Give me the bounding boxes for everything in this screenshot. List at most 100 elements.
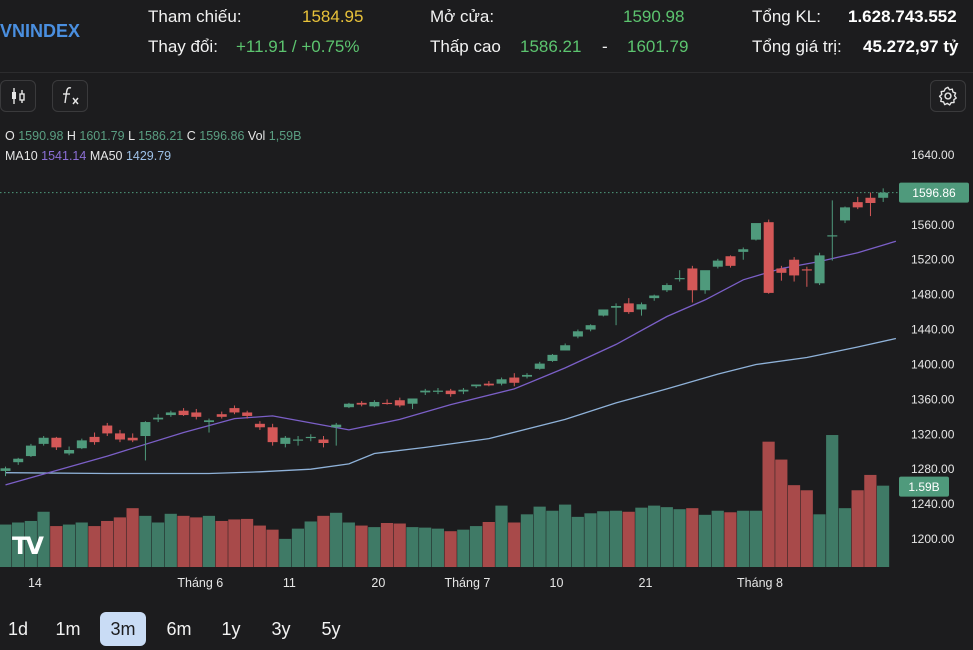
candle-body [305,436,316,439]
volume-bar [876,485,890,567]
candle-body [293,439,304,441]
candle [547,353,558,362]
total-value-value: 45.272,97 tỷ [863,37,959,56]
candle [114,429,125,443]
y-tick-label: 1280.00 [911,462,955,476]
candle [700,270,711,294]
candle-body [267,427,278,443]
volume-bar [469,526,483,567]
candle-body [254,423,265,428]
total-value-label: Tổng giá trị: [752,37,842,56]
candle-body [127,437,138,441]
candle-body [0,468,11,471]
volume-bar [826,435,839,567]
candle [623,298,634,314]
candle-body [356,402,367,405]
range-3y-button[interactable]: 3y [271,619,291,639]
candle [687,265,698,303]
candle-body [712,260,723,267]
chart-type-button[interactable] [0,80,36,112]
high-legend-value: 1601.79 [79,129,125,143]
volume-legend-label: Vol [247,129,266,143]
volume-bar [533,506,546,567]
volume-bar [762,441,775,567]
indicators-button[interactable] [52,80,88,112]
candle [763,219,774,294]
x-tick-label: Tháng 6 [177,576,223,590]
range-6m-button[interactable]: 6m [166,619,192,639]
x-tick-label: 20 [371,576,385,590]
candle [534,361,545,370]
candle-body [547,354,558,361]
change-label: Thay đổi: [148,37,218,56]
settings-button[interactable] [930,80,966,112]
candle-body [165,412,176,416]
candle-body [496,379,507,384]
candle-body [432,390,443,392]
candle-body [789,259,800,276]
candle-body [242,412,253,416]
candle [343,402,354,409]
range-1d-button[interactable]: 1d [7,619,29,639]
total-volume-value: 1.628.743.552 [848,7,957,26]
candle [840,206,851,224]
volume-bar [482,521,495,567]
ma-legend: MA10 1541.14 MA50 1429.79 [5,149,171,163]
candle-body [560,345,571,351]
candle [394,397,405,408]
volume-bar [749,510,762,567]
volume-bar [813,514,826,567]
close-legend-value: 1596.86 [199,129,245,143]
low-legend-value: 1586.21 [138,129,184,143]
candle [242,410,253,419]
candle [878,188,889,202]
volume-bar [342,522,355,567]
volume-bar [24,520,37,567]
volume-bar [177,515,190,567]
volume-bar [546,510,559,567]
range-1m-button[interactable]: 1m [55,619,81,639]
candle-body [114,433,125,440]
range-3m-button[interactable]: 3m [100,612,146,646]
volume-bar [113,517,126,567]
candle [483,381,494,387]
candle [712,258,723,269]
volume-bar [12,522,25,567]
ohlc-legend: O 1590.98 H 1601.79 L 1586.21 C 1596.86 … [5,129,301,143]
volume-bar [584,513,597,567]
candle [407,398,418,409]
range-5y-button[interactable]: 5y [321,619,341,639]
candle-body [827,235,838,237]
low-legend-label: L [128,129,135,143]
candle-body [280,437,291,444]
volume-bar [686,508,699,567]
candle [127,433,138,443]
ma50-legend-label: MA50 [89,149,123,163]
candle-body [38,437,49,444]
volume-bar [253,525,266,567]
candle-body [572,331,583,337]
y-tick-label: 1400.00 [911,357,955,371]
tradingview-logo[interactable]: TV [12,532,44,560]
volume-bar [164,513,177,567]
open-label: Mở cửa: [430,7,495,26]
x-tick-label: 10 [550,576,564,590]
reference-value: 1584.95 [302,7,364,26]
candle [649,294,660,301]
quote-header: VNINDEX Tham chiếu: 1584.95 Thay đổi: +1… [0,0,973,73]
volume-bar [648,505,661,567]
candle-body [394,400,405,406]
candle [165,410,176,417]
volume-bar [240,518,254,567]
function-icon [63,87,79,105]
symbol-name[interactable]: VNINDEX [0,21,81,41]
candle [636,302,647,316]
volume-bar [711,510,724,567]
range-1y-button[interactable]: 1y [221,619,241,639]
candle [572,329,583,339]
price-chart[interactable]: 1200.00 1240.00 1280.00 1320.00 1360.00 1400.… [0,120,973,600]
volume-bar [355,525,368,567]
y-tick-label: 1640.00 [911,148,955,162]
candle [280,436,291,448]
low-high-label: Thấp cao [430,37,501,56]
